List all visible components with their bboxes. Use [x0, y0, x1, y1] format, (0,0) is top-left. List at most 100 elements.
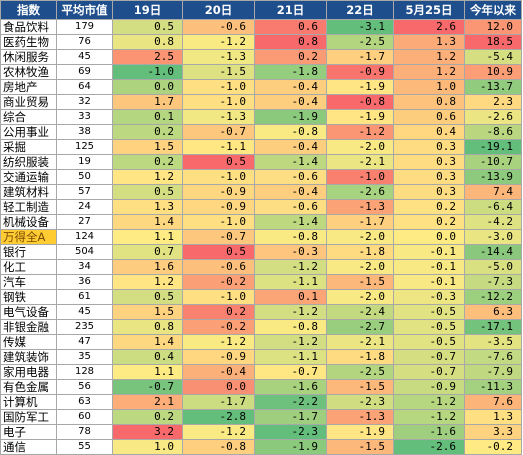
heatmap-cell: 1.1: [112, 229, 183, 245]
heatmap-cell: -0.7: [112, 379, 183, 395]
header-row: 指数 平均市值 19日 20日 21日 22日 5月25日 今年以来: [0, 0, 522, 20]
heatmap-cell: -3.1: [326, 19, 394, 35]
avg-market-cap-cell: 45: [56, 304, 113, 320]
row-label: 机械设备: [0, 214, 57, 230]
heatmap-cell: -2.1: [326, 334, 394, 350]
heatmap-cell: 7.6: [464, 394, 522, 410]
avg-market-cap-cell: 35: [56, 349, 113, 365]
heatmap-cell: 1.6: [112, 259, 183, 275]
heatmap-cell: 1.0: [393, 79, 465, 95]
row-label: 休闲服务: [0, 49, 57, 65]
heatmap-cell: 1.7: [112, 94, 183, 110]
heatmap-cell: -7.9: [464, 364, 522, 380]
heatmap-cell: -2.4: [326, 304, 394, 320]
row-label: 国防军工: [0, 409, 57, 425]
heatmap-cell: -0.4: [254, 184, 327, 200]
heatmap-cell: -1.3: [182, 49, 255, 65]
heatmap-cell: -0.5: [393, 319, 465, 335]
heatmap-cell: -0.4: [254, 79, 327, 95]
heatmap-cell: 0.8: [254, 34, 327, 50]
avg-market-cap-cell: 36: [56, 274, 113, 290]
heatmap-cell: -0.1: [393, 259, 465, 275]
heatmap-cell: -1.5: [326, 274, 394, 290]
avg-market-cap-cell: 45: [56, 49, 113, 65]
heatmap-cell: 0.8: [112, 319, 183, 335]
heatmap-cell: 2.5: [112, 49, 183, 65]
row-label: 农林牧渔: [0, 64, 57, 80]
table-row: 房地产 64 0.0 -1.0 -0.4 -1.9 1.0 -13.7: [0, 79, 522, 95]
heatmap-cell: -1.8: [254, 64, 327, 80]
table-row: 医药生物 76 0.8 -1.2 0.8 -2.5 1.3 18.5: [0, 34, 522, 50]
heatmap-cell: 0.1: [112, 109, 183, 125]
heatmap-cell: -2.3: [254, 424, 327, 440]
heatmap-cell: -2.8: [182, 409, 255, 425]
avg-market-cap-cell: 179: [56, 19, 113, 35]
heatmap-cell: -2.0: [326, 259, 394, 275]
table-row: 建筑装饰 35 0.4 -0.9 -1.1 -1.8 -0.7 -7.6: [0, 349, 522, 365]
heatmap-cell: 2.3: [464, 94, 522, 110]
heatmap-cell: 1.0: [112, 439, 183, 455]
heatmap-cell: 0.0: [112, 79, 183, 95]
heatmap-cell: 0.5: [182, 154, 255, 170]
heatmap-cell: 0.0: [182, 379, 255, 395]
header-day-25: 5月25日: [393, 0, 465, 20]
row-label: 有色金属: [0, 379, 57, 395]
heatmap-cell: -0.1: [393, 274, 465, 290]
heatmap-cell: -0.9: [182, 199, 255, 215]
heatmap-cell: 0.3: [393, 139, 465, 155]
heatmap-cell: -1.3: [326, 199, 394, 215]
heatmap-cell: -2.0: [326, 139, 394, 155]
row-label: 钢铁: [0, 289, 57, 305]
avg-market-cap-cell: 50: [56, 169, 113, 185]
heatmap-cell: -0.6: [182, 259, 255, 275]
heatmap-cell: -1.7: [254, 409, 327, 425]
table-row: 汽车 36 1.2 -0.2 -1.1 -1.5 -0.1 -7.3: [0, 274, 522, 290]
table-row: 非银金融 235 0.8 -0.2 -0.8 -2.7 -0.5 -17.1: [0, 319, 522, 335]
heatmap-cell: -0.7: [254, 364, 327, 380]
heatmap-cell: -0.8: [254, 124, 327, 140]
heatmap-cell: -2.1: [326, 154, 394, 170]
heatmap-cell: -0.8: [326, 94, 394, 110]
heatmap-cell: 3.3: [464, 424, 522, 440]
heatmap-cell: 1.3: [393, 34, 465, 50]
table-row: 建筑材料 57 0.5 -0.9 -0.4 -2.6 0.3 7.4: [0, 184, 522, 200]
heatmap-cell: -1.1: [254, 349, 327, 365]
heatmap-cell: 0.8: [112, 34, 183, 50]
heatmap-cell: -4.2: [464, 214, 522, 230]
table-row: 通信 55 1.0 -0.8 -1.9 -1.5 -2.6 -0.2: [0, 439, 522, 455]
heatmap-cell: -0.6: [254, 199, 327, 215]
heatmap-cell: -0.7: [393, 364, 465, 380]
row-label: 食品饮料: [0, 19, 57, 35]
heatmap-cell: -1.4: [254, 214, 327, 230]
heatmap-cell: -1.2: [393, 409, 465, 425]
heatmap-cell: 1.3: [112, 199, 183, 215]
heatmap-cell: 0.2: [254, 49, 327, 65]
heatmap-cell: 0.7: [112, 244, 183, 260]
row-label: 传媒: [0, 334, 57, 350]
heatmap-cell: -1.2: [182, 34, 255, 50]
heatmap-cell: -11.3: [464, 379, 522, 395]
heatmap-cell: -1.2: [393, 394, 465, 410]
heatmap-cell: -8.6: [464, 124, 522, 140]
heatmap-cell: 12.0: [464, 19, 522, 35]
heatmap-cell: -0.9: [182, 184, 255, 200]
heatmap-cell: -0.7: [393, 349, 465, 365]
avg-market-cap-cell: 60: [56, 409, 113, 425]
row-label: 商业贸易: [0, 94, 57, 110]
heatmap-cell: 1.5: [112, 139, 183, 155]
heatmap-cell: -5.0: [464, 259, 522, 275]
heatmap-cell: 1.2: [393, 64, 465, 80]
heatmap-cell: -0.9: [182, 349, 255, 365]
heatmap-cell: 0.2: [182, 304, 255, 320]
heatmap-cell: -1.0: [182, 169, 255, 185]
heatmap-cell: -1.0: [326, 169, 394, 185]
table-row: 商业贸易 32 1.7 -1.0 -0.4 -0.8 0.8 2.3: [0, 94, 522, 110]
heatmap-cell: -2.0: [326, 289, 394, 305]
heatmap-cell: -10.7: [464, 154, 522, 170]
heatmap-cell: 0.2: [112, 124, 183, 140]
heatmap-cell: -0.9: [326, 64, 394, 80]
table-row: 钢铁 61 0.5 -1.0 0.1 -2.0 -0.3 -12.2: [0, 289, 522, 305]
heatmap-cell: -1.2: [326, 124, 394, 140]
heatmap-cell: -0.7: [182, 229, 255, 245]
row-label: 公用事业: [0, 124, 57, 140]
